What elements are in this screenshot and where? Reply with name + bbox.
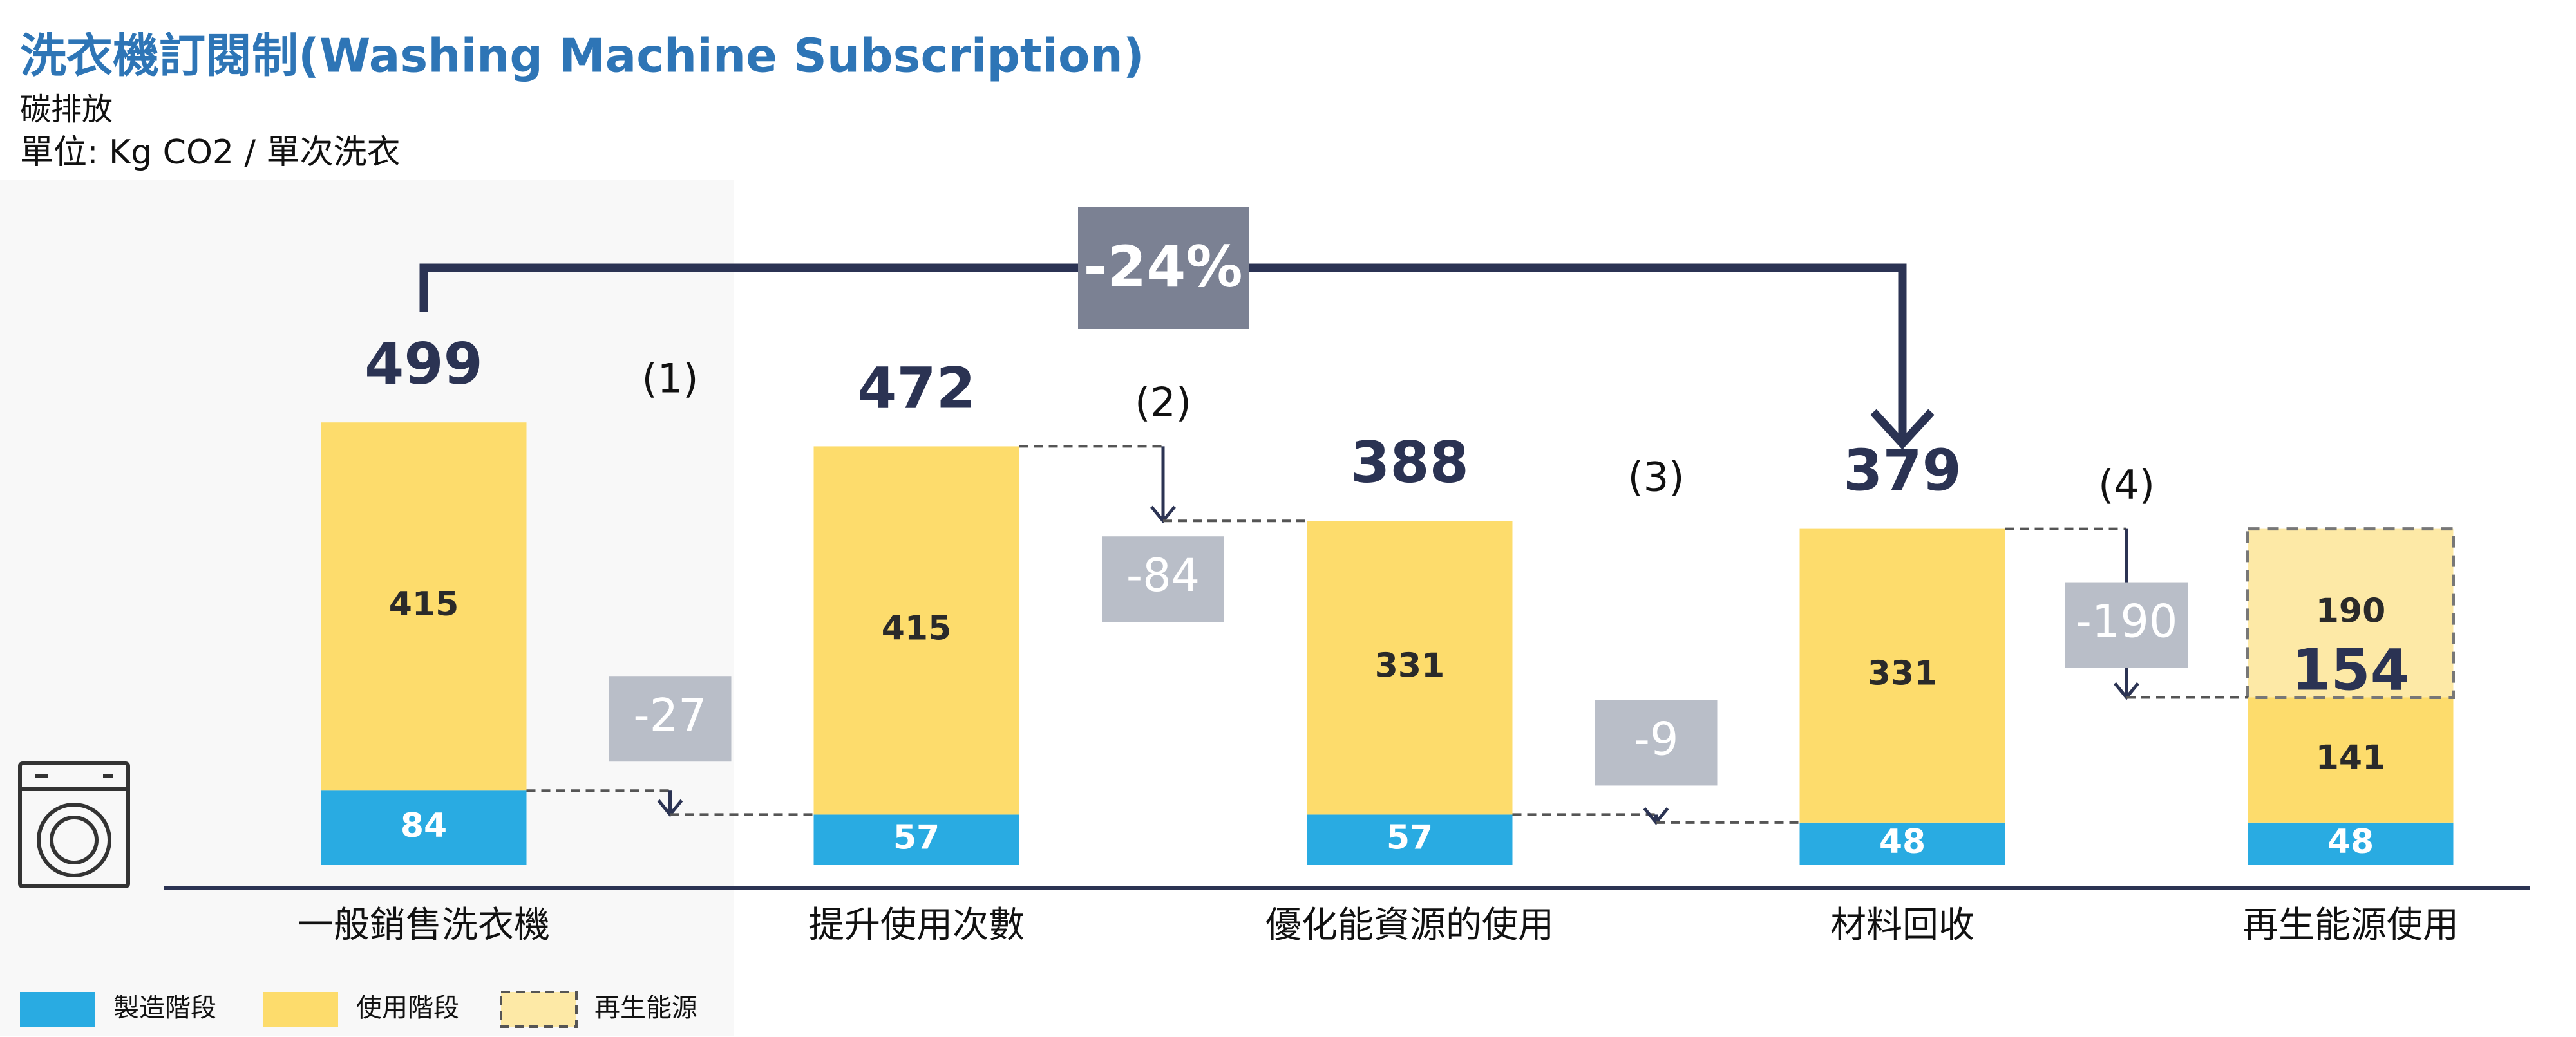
step-label: (4) bbox=[2098, 462, 2155, 509]
step-change-box bbox=[609, 676, 732, 762]
segment-label: 84 bbox=[401, 807, 447, 845]
bar-segment bbox=[1799, 822, 2005, 865]
bar-segment bbox=[813, 814, 1019, 865]
segment-label: 331 bbox=[1868, 655, 1938, 693]
bar-segment bbox=[2248, 697, 2454, 823]
overall-arrowhead bbox=[1870, 409, 1935, 450]
x-tick-label: 一般銷售洗衣機 bbox=[298, 904, 550, 946]
bar-segment bbox=[2246, 527, 2455, 699]
bar-segment bbox=[813, 446, 1019, 815]
x-tick-label: 材料回收 bbox=[1830, 904, 1975, 946]
step-change-label: -190 bbox=[2076, 595, 2178, 648]
step-change-box bbox=[2065, 582, 2188, 668]
total-label: 499 bbox=[365, 331, 483, 397]
x-tick-label: 提升使用次數 bbox=[808, 904, 1025, 946]
legend-label: 再生能源 bbox=[594, 993, 697, 1023]
x-tick-label: 優化能資源的使用 bbox=[1265, 904, 1554, 946]
segment-label: 415 bbox=[882, 609, 952, 648]
segment-label: 331 bbox=[1375, 646, 1445, 685]
bar-segment bbox=[321, 422, 527, 791]
step-label: (1) bbox=[642, 355, 699, 402]
segment-label: 48 bbox=[1879, 823, 1926, 861]
legend-swatch bbox=[500, 991, 578, 1028]
step-change-box bbox=[1595, 700, 1718, 786]
legend-swatch bbox=[20, 992, 95, 1027]
x-tick-label: 再生能源使用 bbox=[2242, 904, 2459, 946]
legend-label: 使用階段 bbox=[356, 993, 459, 1023]
total-label: 472 bbox=[857, 355, 976, 421]
total-label: 154 bbox=[2291, 637, 2410, 704]
segment-label: 57 bbox=[1387, 819, 1433, 857]
overall-change-box bbox=[1078, 207, 1249, 329]
segment-label: 415 bbox=[389, 585, 459, 624]
overall-change-label: -24% bbox=[1083, 234, 1242, 300]
segment-label: 141 bbox=[2316, 739, 2386, 778]
step-change-label: -27 bbox=[633, 689, 706, 742]
segment-label: 57 bbox=[893, 819, 940, 857]
chart-title: 洗衣機訂閱制(Washing Machine Subscription) bbox=[20, 29, 1144, 83]
bar-segment bbox=[1799, 528, 2005, 823]
step-change-label: -84 bbox=[1126, 549, 1200, 602]
segment-label: 190 bbox=[2316, 592, 2386, 631]
step-change-label: -9 bbox=[1634, 713, 1679, 765]
step-label: (3) bbox=[1628, 453, 1685, 500]
step-change-box bbox=[1102, 536, 1224, 622]
total-label: 388 bbox=[1350, 429, 1469, 496]
bar-segment bbox=[1307, 814, 1513, 865]
segment-label: 48 bbox=[2327, 823, 2374, 861]
bar-segment bbox=[321, 790, 527, 865]
washing-machine-icon bbox=[18, 761, 130, 888]
legend-label: 製造階段 bbox=[113, 993, 216, 1023]
bar-segment bbox=[1307, 521, 1513, 815]
chart-subtitle: 碳排放 bbox=[20, 91, 113, 127]
unit-label: 單位: Kg CO2 / 單次洗衣 bbox=[20, 133, 401, 172]
legend-swatch bbox=[263, 992, 338, 1027]
step-label: (2) bbox=[1135, 379, 1191, 426]
bar-segment bbox=[2248, 822, 2454, 865]
